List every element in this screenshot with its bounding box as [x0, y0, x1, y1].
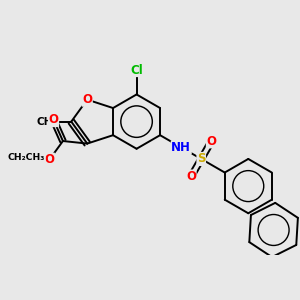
- Text: O: O: [186, 170, 196, 183]
- Text: O: O: [49, 113, 58, 126]
- Text: NH: NH: [171, 141, 191, 154]
- Text: O: O: [44, 153, 54, 166]
- Text: CH₃: CH₃: [36, 117, 57, 127]
- Text: CH₂CH₃: CH₂CH₃: [8, 153, 45, 162]
- Text: S: S: [197, 152, 206, 165]
- Text: O: O: [206, 135, 216, 148]
- Text: O: O: [82, 93, 92, 106]
- Text: Cl: Cl: [130, 64, 143, 76]
